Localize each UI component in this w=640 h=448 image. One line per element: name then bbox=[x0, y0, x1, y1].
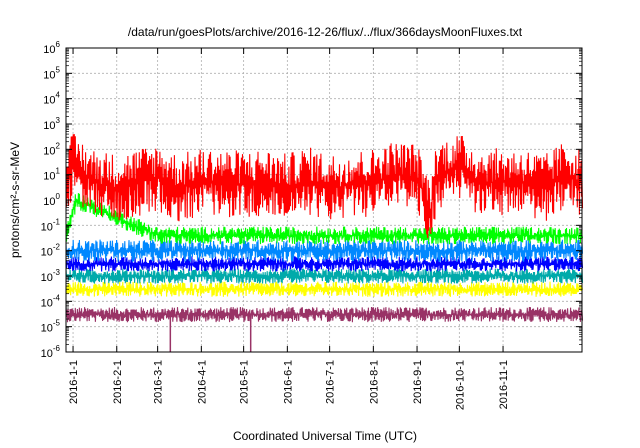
y-tick-label: 10-6 bbox=[41, 344, 61, 360]
chart-title: /data/run/goesPlots/archive/2016-12-26/f… bbox=[128, 25, 523, 39]
y-tick-label: 101 bbox=[43, 167, 60, 183]
series-line bbox=[65, 256, 584, 272]
x-axis-ticks: 2016-1-1 2016-2-1 2016-3-1 2016-4-1 2016-5-1… bbox=[68, 48, 510, 410]
y-tick-label: 10-2 bbox=[41, 243, 61, 259]
y-tick-label: 10-5 bbox=[41, 319, 61, 335]
y-tick-label: 103 bbox=[43, 116, 60, 132]
y-axis-label: protons/cm²-s-sr-MeV bbox=[8, 142, 22, 258]
y-tick-label: 105 bbox=[43, 65, 60, 81]
series-line bbox=[65, 193, 584, 245]
x-axis-label: Coordinated Universal Time (UTC) bbox=[233, 429, 417, 443]
x-tick-label: 2016-11-1 bbox=[498, 360, 510, 409]
x-tick-label: 2016-2-1 bbox=[112, 360, 124, 404]
y-tick-label: 102 bbox=[43, 141, 60, 157]
data-series bbox=[65, 134, 584, 352]
x-tick-label: 2016-10-1 bbox=[454, 360, 466, 410]
x-tick-label: 2016-8-1 bbox=[368, 360, 380, 404]
series-line bbox=[65, 239, 584, 262]
y-tick-label: 104 bbox=[43, 91, 60, 107]
x-tick-label: 2016-6-1 bbox=[282, 360, 294, 404]
y-tick-label: 10-1 bbox=[41, 217, 61, 233]
y-tick-label: 100 bbox=[43, 192, 60, 208]
y-axis-ticks: 10-6 10-5 10-4 10-3 10-2 10-1 100 101 102 103 104 1… bbox=[41, 40, 582, 360]
x-tick-label: 2016-9-1 bbox=[412, 360, 424, 404]
y-tick-label: 106 bbox=[43, 40, 60, 56]
x-tick-label: 2016-7-1 bbox=[325, 360, 337, 404]
y-tick-label: 10-3 bbox=[41, 268, 61, 284]
x-tick-label: 2016-4-1 bbox=[196, 360, 208, 404]
series-line bbox=[65, 281, 584, 297]
series-line bbox=[65, 134, 584, 239]
x-tick-label: 2016-5-1 bbox=[239, 360, 251, 404]
x-tick-label: 2016-1-1 bbox=[68, 360, 80, 404]
x-tick-label: 2016-3-1 bbox=[153, 360, 165, 404]
y-tick-label: 10-4 bbox=[41, 293, 61, 309]
series-line bbox=[65, 306, 584, 323]
series-line bbox=[65, 268, 584, 284]
